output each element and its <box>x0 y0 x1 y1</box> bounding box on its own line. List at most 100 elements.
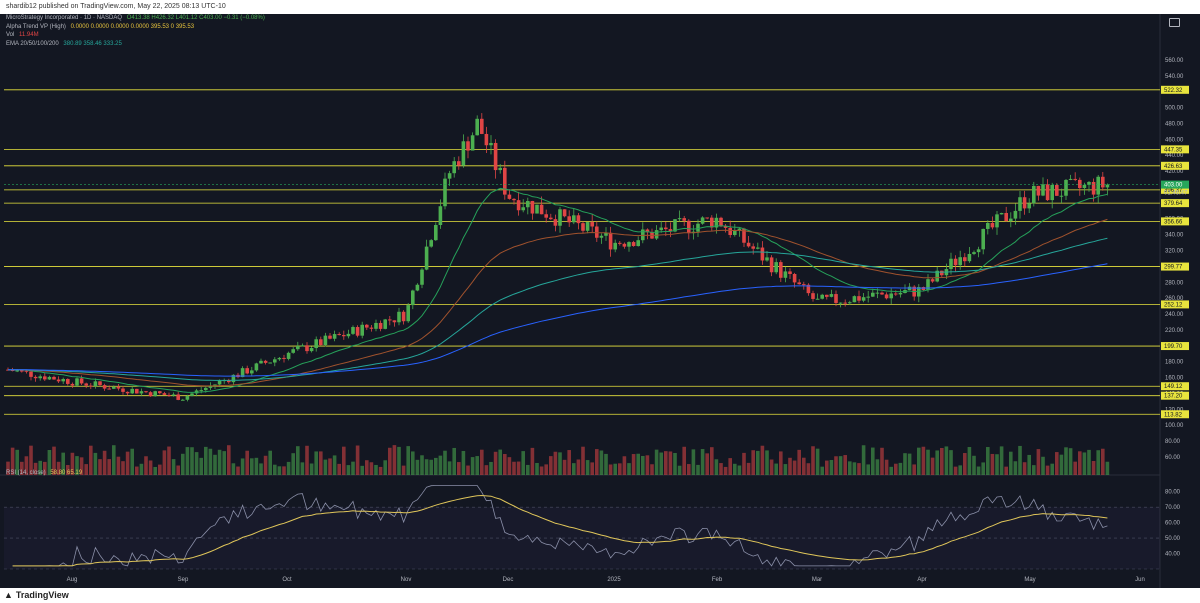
candle-body <box>374 322 378 329</box>
candle-body <box>572 215 576 223</box>
legend-symbol-row: MicroStrategy Incorporated · 1D · NASDAQ… <box>6 14 265 23</box>
rsi-tick-label: 80.00 <box>1165 490 1181 496</box>
volume-bar <box>130 448 134 475</box>
volume-bar <box>1105 461 1110 475</box>
level-badge <box>1161 145 1189 154</box>
rsi-tick-label: 40.00 <box>1165 552 1181 558</box>
candle-body <box>714 217 719 228</box>
candle-body <box>342 335 346 337</box>
volume-bar <box>70 452 75 475</box>
rsi-ma-line <box>12 494 1108 567</box>
candle-body <box>562 209 567 217</box>
volume-bar <box>56 461 61 475</box>
candle-body <box>259 360 263 364</box>
candle-body <box>981 228 985 250</box>
candle-body <box>1087 181 1091 185</box>
level-badge <box>1161 410 1189 419</box>
volume-bar <box>480 449 484 475</box>
candle-body <box>61 379 65 382</box>
volume-bar <box>820 466 824 475</box>
level-badge-label: 137.20 <box>1164 394 1183 400</box>
volume-bar <box>79 457 84 475</box>
volume-bar <box>572 463 576 475</box>
candle-body <box>116 386 121 389</box>
candle-body <box>365 324 369 328</box>
volume-bar <box>116 456 121 475</box>
volume-bar <box>52 446 56 475</box>
candle-body <box>668 229 673 232</box>
price-chart[interactable]: 560.00540.00520.00500.00480.00460.00440.… <box>0 14 1200 588</box>
volume-bar <box>581 446 585 475</box>
candle-body <box>935 270 939 282</box>
volume-bar <box>677 465 682 475</box>
candle-body <box>493 142 498 171</box>
x-tick-label: 2025 <box>607 577 621 583</box>
volume-bar <box>700 449 705 475</box>
volume-bar <box>162 450 167 475</box>
candle-body <box>636 240 640 247</box>
volume-bar <box>89 445 93 475</box>
volume-bar <box>857 463 861 475</box>
y-tick-label: 440.00 <box>1165 153 1184 159</box>
volume-bar <box>98 459 102 475</box>
volume-bar <box>263 455 268 475</box>
volume-bar <box>1050 463 1054 475</box>
candle-body <box>756 247 760 249</box>
candle-body <box>976 249 981 253</box>
candle-body <box>470 135 475 151</box>
level-badge-label: 252.12 <box>1164 302 1183 308</box>
rsi-tick-label: 70.00 <box>1165 505 1181 511</box>
y-tick-label: 240.00 <box>1165 312 1184 318</box>
candle-body <box>820 294 824 299</box>
level-badge <box>1161 185 1189 194</box>
candle-body <box>972 252 976 254</box>
candle-body <box>273 359 277 363</box>
candle-body <box>815 298 820 300</box>
camera-icon[interactable] <box>1169 18 1180 27</box>
candle-body <box>1078 179 1082 189</box>
volume-bar <box>526 464 530 475</box>
candle-body <box>567 216 571 223</box>
volume-bar <box>691 449 696 475</box>
candle-body <box>176 394 180 400</box>
volume-bar <box>981 462 985 475</box>
candle-body <box>507 194 512 199</box>
volume-bar <box>443 450 447 475</box>
volume-bar <box>673 452 677 475</box>
volume-bar <box>438 455 443 475</box>
candle-body <box>277 357 282 360</box>
volume-bar <box>585 460 590 475</box>
candle-body <box>392 320 397 323</box>
candle-body <box>75 378 79 386</box>
candle-body <box>102 385 107 389</box>
level-badge-label: 199.70 <box>1164 344 1183 350</box>
candle-body <box>838 302 843 304</box>
volume-bar <box>259 463 263 475</box>
rsi-legend: RSI (14, close) 58.80 65.19 <box>6 470 82 476</box>
volume-bar <box>668 451 673 475</box>
volume-bar <box>10 447 15 475</box>
candle-body <box>208 385 213 388</box>
volume-bar <box>365 460 369 475</box>
candle-body <box>1032 185 1036 204</box>
candle-body <box>779 262 783 278</box>
volume-bar <box>1073 461 1077 475</box>
candle-body <box>512 198 516 201</box>
volume-bar <box>884 459 889 475</box>
volume-bar <box>636 453 640 475</box>
y-tick-label: 560.00 <box>1165 58 1184 64</box>
candle-body <box>503 167 507 195</box>
volume-bar <box>838 456 843 475</box>
volume-bar <box>544 464 548 475</box>
volume-bar <box>1027 454 1031 475</box>
x-tick-label: Jun <box>1135 577 1145 583</box>
level-badge-label: 113.82 <box>1164 412 1183 418</box>
legend-ema-row: EMA 20/50/100/200 380.89 358.46 333.25 <box>6 40 265 49</box>
candle-body <box>319 339 323 346</box>
volume-bar <box>719 463 723 475</box>
candle-body <box>783 271 788 278</box>
candle-body <box>719 217 723 227</box>
volume-bar <box>645 455 650 475</box>
volume-bar <box>360 465 364 475</box>
candle-body <box>990 223 995 228</box>
